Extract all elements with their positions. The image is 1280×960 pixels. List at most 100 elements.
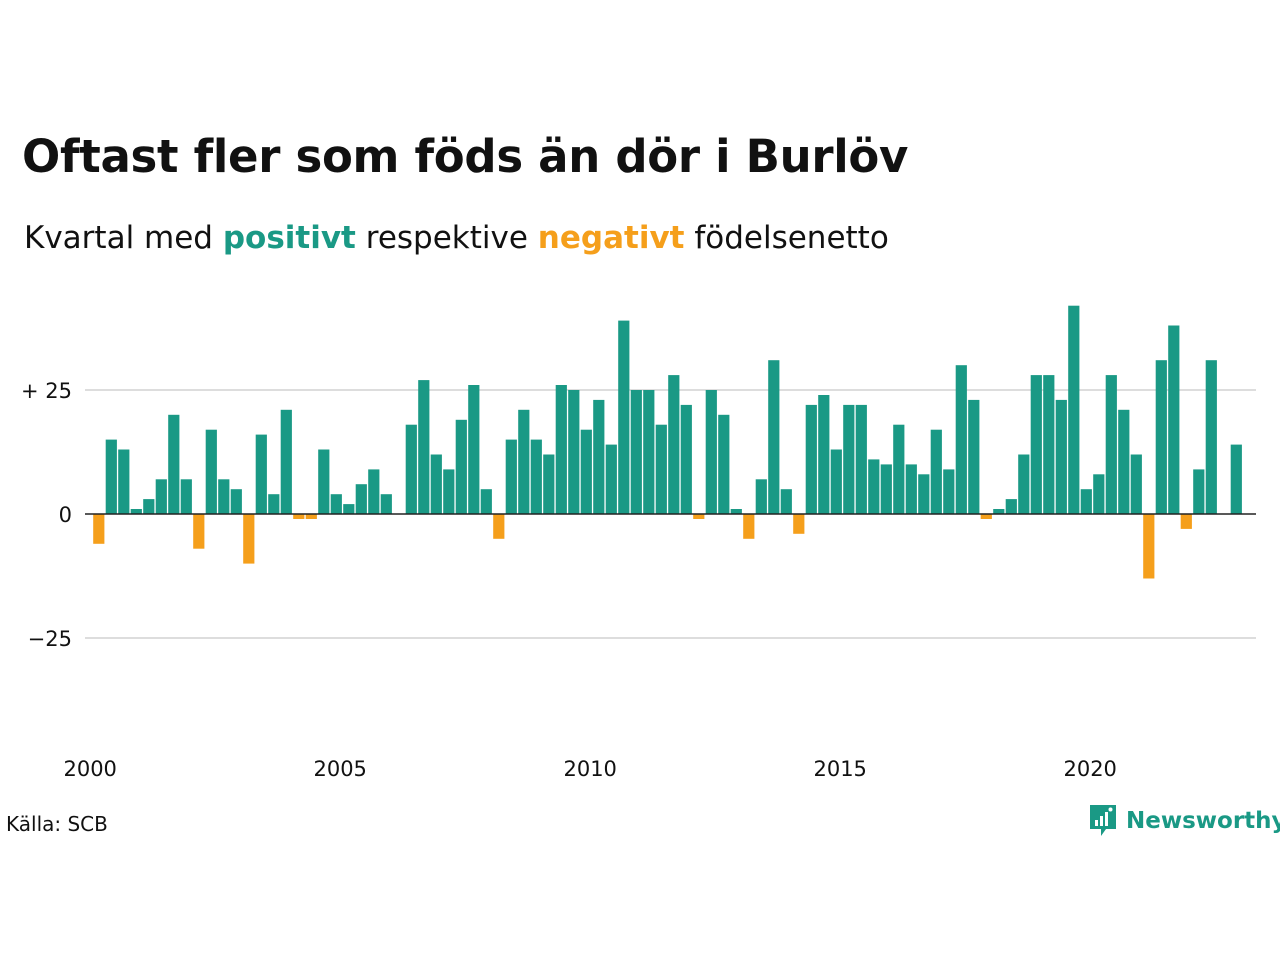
positive-bar bbox=[468, 385, 480, 514]
negative-bar bbox=[793, 514, 805, 534]
positive-bar bbox=[668, 375, 680, 514]
positive-bar bbox=[180, 479, 192, 514]
positive-bar bbox=[805, 404, 817, 514]
positive-bar bbox=[1030, 375, 1042, 514]
y-tick-label: −25 bbox=[28, 627, 72, 651]
positive-bar bbox=[218, 479, 230, 514]
subtitle-negative-keyword: negativt bbox=[537, 220, 685, 256]
positive-bar bbox=[1005, 499, 1017, 514]
positive-bar bbox=[630, 390, 642, 514]
positive-bar bbox=[230, 489, 242, 514]
positive-bar bbox=[368, 469, 380, 514]
positive-bar bbox=[130, 509, 142, 514]
y-tick-label: 0 bbox=[59, 503, 72, 527]
positive-bar bbox=[768, 360, 780, 514]
positive-bar bbox=[1093, 474, 1105, 514]
positive-bar bbox=[718, 414, 730, 514]
positive-bar bbox=[455, 419, 467, 514]
positive-bar bbox=[1155, 360, 1167, 514]
positive-bar bbox=[880, 464, 892, 514]
positive-bar bbox=[268, 494, 280, 514]
chart-title: Oftast fler som föds än dör i Burlöv bbox=[22, 130, 909, 183]
positive-bar bbox=[555, 385, 567, 514]
negative-bar bbox=[243, 514, 255, 564]
positive-bar bbox=[968, 399, 980, 514]
negative-bar bbox=[743, 514, 755, 539]
newsworthy-brand: Newsworthy bbox=[1088, 803, 1280, 839]
positive-bar bbox=[893, 424, 905, 514]
positive-bar bbox=[1018, 454, 1030, 514]
positive-bar bbox=[580, 429, 592, 514]
bar-chart: + 25 0 −25 2000 2005 2010 2015 2020 bbox=[21, 305, 1256, 781]
positive-bar bbox=[105, 439, 117, 514]
negative-bar bbox=[93, 514, 105, 544]
positive-bar bbox=[280, 409, 292, 514]
negative-bar bbox=[693, 514, 705, 519]
negative-bar bbox=[1143, 514, 1155, 579]
positive-bar bbox=[605, 444, 617, 514]
source-note: Källa: SCB bbox=[6, 812, 108, 836]
positive-bar bbox=[418, 380, 430, 514]
subtitle-text-start: Kvartal med bbox=[24, 220, 213, 256]
positive-bar bbox=[993, 509, 1005, 514]
subtitle-text-end: födelsenetto bbox=[694, 220, 889, 256]
positive-bar bbox=[543, 454, 555, 514]
positive-bar bbox=[780, 489, 792, 514]
positive-bar bbox=[618, 320, 630, 514]
positive-bar bbox=[730, 509, 742, 514]
positive-bar bbox=[1168, 325, 1180, 514]
positive-bar bbox=[818, 395, 830, 514]
chart-subtitle: Kvartal med positivt respektive negativt… bbox=[24, 220, 889, 256]
positive-bar bbox=[830, 449, 842, 514]
positive-bar bbox=[1055, 399, 1067, 514]
positive-bar bbox=[530, 439, 542, 514]
positive-bar bbox=[405, 424, 417, 514]
negative-bar bbox=[493, 514, 505, 539]
negative-bar bbox=[193, 514, 205, 549]
positive-bar bbox=[680, 404, 692, 514]
x-tick-label: 2005 bbox=[313, 757, 366, 781]
positive-bar bbox=[943, 469, 955, 514]
positive-bar bbox=[118, 449, 130, 514]
positive-bar bbox=[655, 424, 667, 514]
positive-bar bbox=[480, 489, 492, 514]
positive-bar bbox=[1118, 409, 1130, 514]
positive-bar bbox=[1130, 454, 1142, 514]
positive-bar bbox=[430, 454, 442, 514]
positive-bar bbox=[905, 464, 917, 514]
positive-bar bbox=[143, 499, 155, 514]
negative-bar bbox=[305, 514, 317, 519]
negative-bar bbox=[293, 514, 305, 519]
positive-bar bbox=[593, 399, 605, 514]
positive-bar bbox=[1193, 469, 1205, 514]
positive-bar bbox=[380, 494, 392, 514]
positive-bar bbox=[918, 474, 930, 514]
positive-bar bbox=[155, 479, 167, 514]
positive-bar bbox=[955, 365, 967, 514]
positive-bar bbox=[1068, 305, 1080, 514]
positive-bar bbox=[705, 390, 717, 514]
positive-bar bbox=[330, 494, 342, 514]
positive-bar bbox=[443, 469, 455, 514]
positive-bar bbox=[1205, 360, 1217, 514]
positive-bar bbox=[505, 439, 517, 514]
positive-bar bbox=[255, 434, 267, 514]
positive-bar bbox=[343, 504, 355, 514]
x-tick-label: 2020 bbox=[1063, 757, 1116, 781]
positive-bar bbox=[1080, 489, 1092, 514]
positive-bar bbox=[1105, 375, 1117, 514]
brand-name: Newsworthy bbox=[1126, 808, 1280, 834]
positive-bar bbox=[318, 449, 330, 514]
negative-bar bbox=[1180, 514, 1192, 529]
subtitle-positive-keyword: positivt bbox=[222, 220, 356, 256]
positive-bar bbox=[843, 404, 855, 514]
x-tick-label: 2010 bbox=[563, 757, 616, 781]
y-tick-label: + 25 bbox=[21, 379, 72, 403]
positive-bar bbox=[568, 390, 580, 514]
positive-bar bbox=[518, 409, 530, 514]
newsworthy-logo-icon bbox=[1090, 805, 1116, 836]
positive-bar bbox=[855, 404, 867, 514]
positive-bar bbox=[205, 429, 217, 514]
positive-bar bbox=[1043, 375, 1055, 514]
positive-bar bbox=[168, 414, 180, 514]
